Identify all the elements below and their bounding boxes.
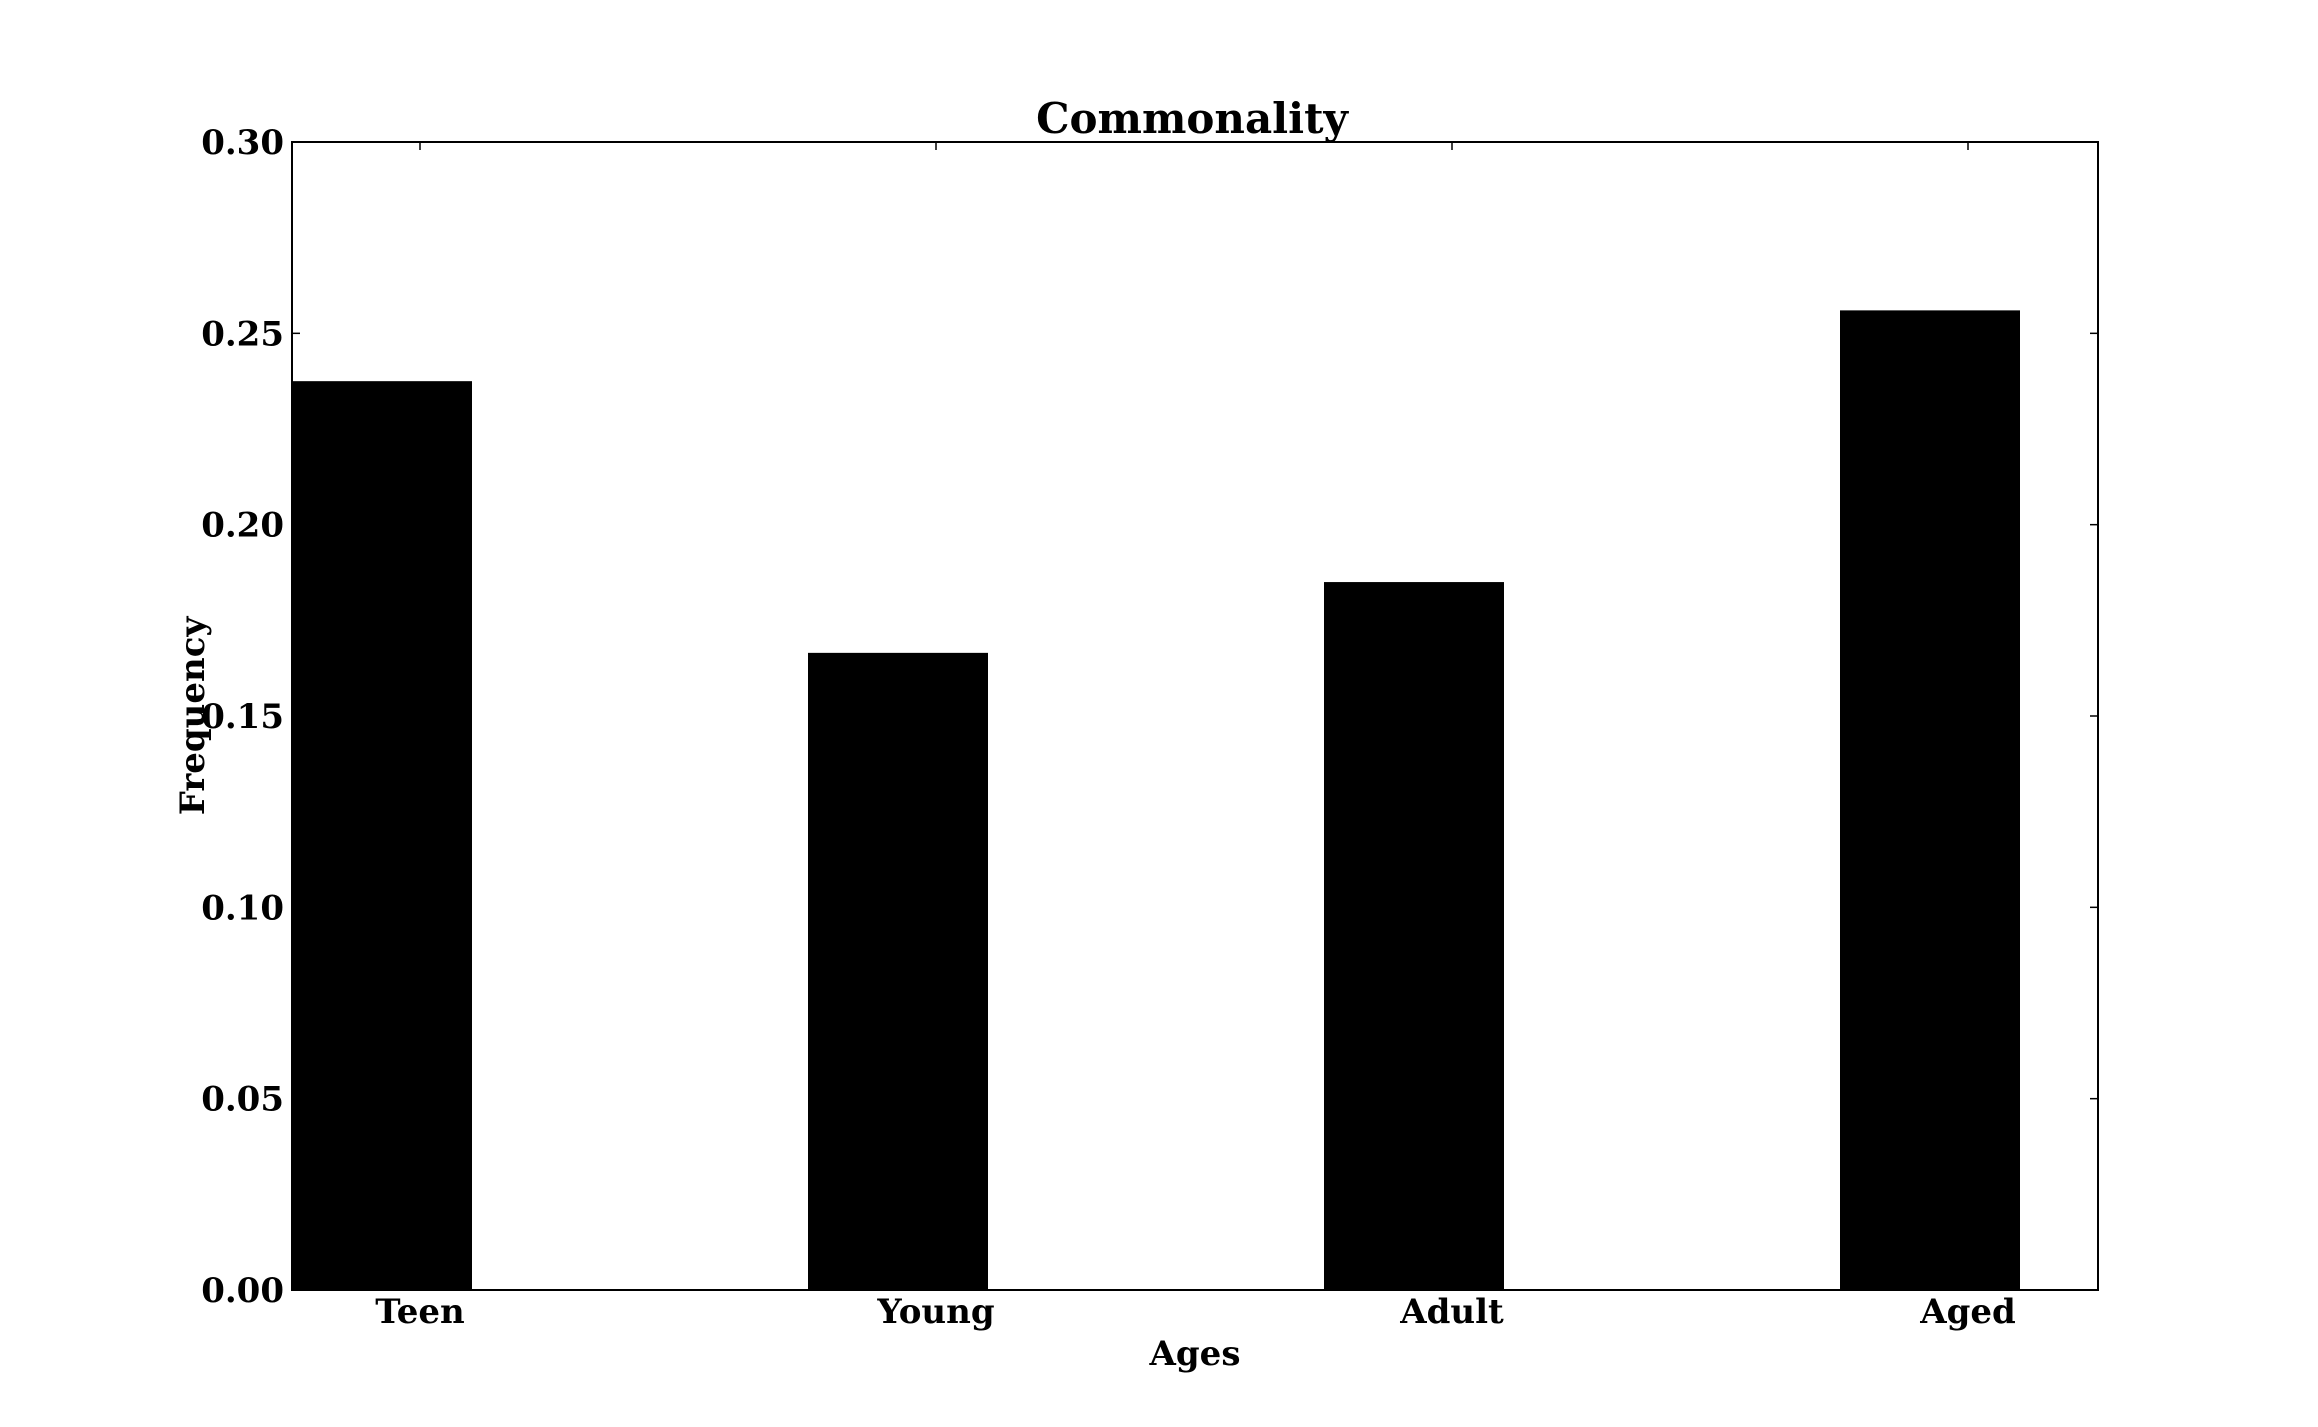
bar-adult [1324, 582, 1504, 1290]
x-tick-label: Teen [375, 1292, 464, 1332]
y-tick-label: 0.00 [201, 1271, 284, 1311]
x-axis-ticks: Teen Young Adult Aged [375, 142, 2016, 1332]
y-axis-ticks: 0.00 0.05 0.10 0.15 0.20 0.25 0.30 [201, 123, 2098, 1311]
x-axis-label: Ages [1149, 1334, 1241, 1374]
bars-group [292, 310, 2020, 1291]
y-tick-label: 0.10 [201, 888, 284, 928]
x-tick-label: Aged [1919, 1292, 2016, 1332]
y-axis-label: Frequency [173, 616, 213, 816]
chart-title: Commonality [1036, 94, 1349, 143]
y-tick-label: 0.05 [201, 1080, 284, 1120]
y-tick-label: 0.15 [201, 697, 284, 737]
bar-teen [292, 381, 472, 1291]
y-tick-label: 0.25 [201, 314, 284, 354]
y-tick-label: 0.30 [201, 123, 284, 163]
plot-frame [291, 141, 2099, 1291]
x-tick-label: Adult [1399, 1292, 1504, 1332]
bar-young [808, 652, 988, 1290]
x-tick-label: Young [876, 1292, 994, 1332]
y-tick-label: 0.20 [201, 506, 284, 546]
bar-aged [1840, 310, 2020, 1291]
